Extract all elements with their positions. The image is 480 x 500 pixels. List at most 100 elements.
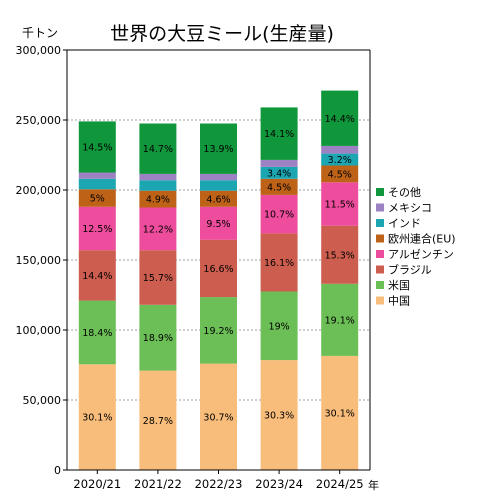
x-unit-label: 年 — [368, 478, 379, 492]
bar-segment — [200, 190, 237, 207]
data-label: 12.2% — [143, 224, 173, 235]
data-label: 14.5% — [82, 142, 112, 153]
data-label: 19.1% — [325, 315, 355, 326]
data-label: 3.2% — [328, 155, 352, 166]
legend-label: ブラジル — [388, 263, 432, 277]
y-tick-label: 0 — [54, 464, 61, 477]
legend-swatch — [376, 296, 384, 305]
bars: 30.1% 18.4% 14.4% 12.5% 5% 14.5% 28.7% 18.9% 15.… — [78, 90, 359, 470]
legend-label: インド — [388, 217, 421, 230]
legend-swatch — [376, 219, 384, 227]
bar-segment — [200, 180, 237, 191]
bar-segment — [260, 233, 298, 292]
data-label: 16.6% — [203, 264, 233, 275]
bar-segment — [200, 123, 237, 174]
data-label: 4.5% — [267, 182, 291, 193]
bar-segment — [321, 90, 359, 146]
bar-segment — [139, 180, 177, 191]
y-tick-label: 100,000 — [16, 324, 62, 337]
data-label: 12.5% — [82, 224, 112, 235]
bar-segment — [200, 297, 237, 364]
y-unit-label: 千トン — [22, 26, 58, 40]
data-label: 11.5% — [325, 200, 355, 211]
bar-segment — [78, 189, 116, 207]
data-label: 15.3% — [325, 250, 355, 261]
bar-segment — [260, 178, 298, 195]
legend-swatch — [376, 234, 384, 243]
data-label: 14.7% — [143, 144, 173, 155]
data-label: 5% — [90, 194, 105, 205]
data-label: 14.1% — [264, 129, 294, 140]
y-tick-label: 50,000 — [23, 394, 62, 407]
x-tick-label: 2022/23 — [195, 477, 243, 491]
bar-segment — [78, 206, 116, 251]
bar-segment — [260, 159, 298, 167]
data-label: 4.5% — [328, 169, 352, 180]
bar-segment — [200, 173, 237, 181]
data-label: 13.9% — [203, 144, 233, 155]
data-label: 19% — [269, 321, 290, 332]
y-tick-label: 150,000 — [16, 254, 62, 267]
bar-segment — [321, 283, 359, 356]
bar-segment — [260, 194, 298, 234]
data-label: 4.6% — [206, 194, 230, 205]
y-axis: 0 50,000 100,000 150,000 200,000 250,000 300,0… — [16, 44, 371, 477]
bar-segment — [321, 153, 359, 166]
x-tick-label: 2020/21 — [73, 477, 121, 491]
legend-swatch — [376, 188, 384, 196]
bar-segment — [321, 355, 359, 470]
bar-segment — [321, 145, 359, 154]
legend-label: 米国 — [388, 279, 410, 292]
data-label: 30.1% — [82, 413, 112, 424]
data-label: 19.2% — [203, 326, 233, 337]
bar-segment — [321, 182, 359, 226]
bar-segment — [139, 370, 177, 470]
bar-segment — [139, 207, 177, 251]
bar-segment — [321, 225, 359, 284]
bar-segment — [260, 291, 298, 361]
bar-segment — [321, 165, 359, 183]
legend-label: アルゼンチン — [388, 248, 454, 261]
x-tick-label: 2023/24 — [255, 477, 303, 491]
bar-segment — [139, 304, 177, 371]
data-label: 30.1% — [325, 408, 355, 419]
x-tick-label: 2024/25 — [316, 477, 364, 491]
bar-segment — [78, 364, 116, 470]
data-label: 9.5% — [206, 219, 230, 230]
bar-segment — [260, 166, 298, 179]
data-label: 14.4% — [82, 271, 112, 282]
bar-segment — [260, 107, 298, 160]
legend-label: 欧州連合(EU) — [388, 232, 456, 246]
bar-segment — [260, 360, 298, 470]
bar-segment — [78, 121, 116, 173]
legend-label: その他 — [388, 186, 421, 199]
data-label: 28.7% — [143, 416, 173, 427]
bar-segment — [78, 300, 116, 365]
y-tick-label: 200,000 — [16, 184, 62, 197]
data-label: 18.4% — [82, 328, 112, 339]
bar-segment — [200, 239, 237, 298]
bar-segment — [139, 123, 177, 174]
chart-title: 世界の大豆ミール(生産量) — [110, 23, 334, 45]
data-label: 30.7% — [203, 412, 233, 423]
data-label: 14.4% — [325, 114, 355, 125]
x-axis: 2020/21 2021/22 2022/23 2023/24 2024/25 — [67, 469, 370, 491]
bar-segment — [139, 250, 177, 305]
legend-label: 中国 — [388, 295, 410, 308]
y-tick-label: 250,000 — [16, 114, 62, 127]
legend-swatch — [376, 203, 384, 212]
legend-swatch — [376, 250, 384, 258]
data-label: 30.3% — [264, 411, 294, 422]
legend-swatch — [376, 281, 384, 289]
x-tick-label: 2021/22 — [134, 477, 182, 491]
data-label: 15.7% — [143, 273, 173, 284]
bar-segment — [200, 363, 237, 470]
y-tick-label: 300,000 — [16, 44, 62, 57]
data-label: 10.7% — [264, 210, 294, 221]
bar-segment — [200, 206, 237, 240]
data-label: 16.1% — [264, 258, 294, 269]
legend-swatch — [376, 265, 384, 274]
bar-segment — [139, 173, 177, 181]
